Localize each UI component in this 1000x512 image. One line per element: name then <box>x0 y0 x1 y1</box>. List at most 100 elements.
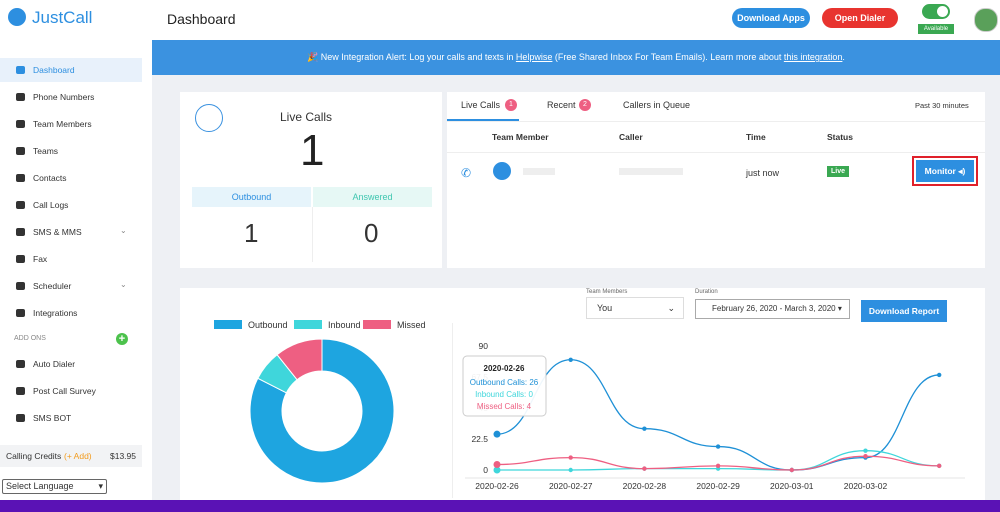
point <box>642 426 647 431</box>
nav-label: Auto Dialer <box>33 359 76 369</box>
logo: JustCall <box>32 8 93 27</box>
nav-item[interactable]: Teams <box>0 139 142 163</box>
team-value: You <box>597 303 613 313</box>
banner-link[interactable]: Helpwise <box>515 52 553 62</box>
download-apps[interactable]: Download Apps <box>732 8 810 28</box>
banner: 🎉 New Integration Alert: Log your calls … <box>152 40 1000 75</box>
point <box>642 466 647 471</box>
nav-icon <box>16 387 25 395</box>
pie-slice <box>276 338 323 381</box>
live-calls-card: Live Calls 1 Outbound Answered 1 0 <box>180 92 442 268</box>
tab-underline <box>447 119 519 121</box>
nav-label: Scheduler <box>33 281 72 291</box>
team-filter-label: Team Members <box>586 289 628 295</box>
nav-item[interactable]: Phone Numbers <box>0 85 142 109</box>
calls-panel: Live Calls 1 Recent 2 Callers in Queue Past … <box>447 92 985 268</box>
credits-add[interactable]: (+ Add) <box>64 451 92 461</box>
point <box>715 444 721 449</box>
nav-item[interactable]: Contacts <box>0 166 142 190</box>
highlight <box>912 156 978 186</box>
chevron: ⌄ <box>120 280 127 289</box>
nav-label: SMS & MMS <box>33 227 82 237</box>
nav-item[interactable]: Integrations <box>0 301 142 325</box>
language-label: Select Language <box>6 481 74 491</box>
column-header: Status <box>827 132 853 142</box>
tab[interactable]: Live Calls <box>461 100 501 110</box>
point <box>937 372 942 378</box>
nav-label: Call Logs <box>33 200 69 210</box>
page-title: Dashboard <box>167 11 236 27</box>
chevron: ⌄ <box>120 226 127 235</box>
banner-link[interactable]: this integration <box>783 52 843 62</box>
x-tick-label: 2020-02-26 <box>475 481 519 491</box>
team-select[interactable]: You ⌄ <box>586 297 684 319</box>
charts: OutboundInboundMissed022.54567.5902020-0… <box>214 320 965 491</box>
status-badge: Live <box>827 166 850 177</box>
nav-item[interactable]: Team Members <box>0 112 142 136</box>
nav-icon <box>16 255 25 263</box>
divider <box>447 121 985 122</box>
credits: Calling Credits (+ Add) $13.95 <box>0 445 142 467</box>
nav-icon <box>16 93 25 101</box>
x-tick-label: 2020-03-02 <box>844 481 888 491</box>
outbound-label: Outbound <box>192 187 311 207</box>
point <box>715 463 721 469</box>
point <box>789 467 794 473</box>
open-dialer[interactable]: Open Dialer <box>822 8 898 28</box>
tab-badge: 1 <box>505 99 517 111</box>
add-button[interactable]: + <box>116 333 128 345</box>
nav-icon <box>16 360 25 368</box>
tooltip-line: Missed Calls: 4 <box>477 402 532 411</box>
tab[interactable]: Recent <box>547 100 576 110</box>
duration-value: February 26, 2020 - March 3, 2020 <box>712 304 836 313</box>
nav-icon <box>16 174 25 182</box>
nav-label: Dashboard <box>33 65 75 75</box>
legend-label: Missed <box>397 320 426 330</box>
point <box>863 448 868 453</box>
nav-item[interactable]: Fax <box>0 247 142 271</box>
call-icon: ✆ <box>461 166 472 180</box>
nav-label: Integrations <box>33 308 78 318</box>
nav-label: Fax <box>33 254 48 264</box>
live-calls-count: 1 <box>300 126 325 175</box>
tab[interactable]: Callers in Queue <box>623 100 691 110</box>
nav-label: Post Call Survey <box>33 386 96 396</box>
banner-text: . <box>842 52 845 62</box>
avatar[interactable] <box>974 8 998 32</box>
monitor-button[interactable]: Monitor ◂) <box>916 160 974 182</box>
bottom-bar <box>0 500 1000 512</box>
legend-swatch <box>214 320 242 329</box>
status-toggle[interactable] <box>922 4 950 19</box>
nav-item[interactable]: Auto Dialer <box>0 352 142 376</box>
nav-item[interactable]: SMS & MMS ⌄ <box>0 220 142 244</box>
logo-icon <box>8 8 26 26</box>
download-report[interactable]: Download Report <box>861 300 947 322</box>
nav-item[interactable]: Post Call Survey <box>0 379 142 403</box>
nav-item[interactable]: Dashboard <box>0 58 142 82</box>
column-header: Caller <box>619 132 643 142</box>
point <box>863 454 868 459</box>
duration-picker[interactable]: February 26, 2020 - March 3, 2020 ▾ <box>695 299 850 319</box>
line <box>496 359 940 471</box>
nav-item[interactable]: SMS BOT <box>0 406 142 430</box>
tab-badge: 2 <box>579 99 591 111</box>
nav-label: Teams <box>33 146 59 156</box>
legend-swatch <box>363 320 391 329</box>
legend-label: Outbound <box>248 320 288 330</box>
nav-item[interactable]: Call Logs <box>0 193 142 217</box>
nav-label: Team Members <box>33 119 92 129</box>
language-select[interactable]: Select Language ▾ <box>2 479 107 494</box>
point <box>493 460 501 468</box>
y-tick-label: 0 <box>483 465 488 475</box>
nav-item[interactable]: Scheduler ⌄ <box>0 274 142 298</box>
nav-icon <box>16 201 25 209</box>
tooltip-line: Outbound Calls: 26 <box>470 378 539 387</box>
banner-text: (Free Shared Inbox For Team Emails). Lea… <box>552 52 784 62</box>
divider <box>447 152 985 153</box>
range: Past 30 minutes <box>915 101 969 110</box>
live-calls-title: Live Calls <box>280 110 333 124</box>
point <box>493 430 501 438</box>
status-label: Available <box>918 24 954 34</box>
banner-icon: 🎉 <box>307 52 321 62</box>
nav-label: Phone Numbers <box>33 92 95 102</box>
